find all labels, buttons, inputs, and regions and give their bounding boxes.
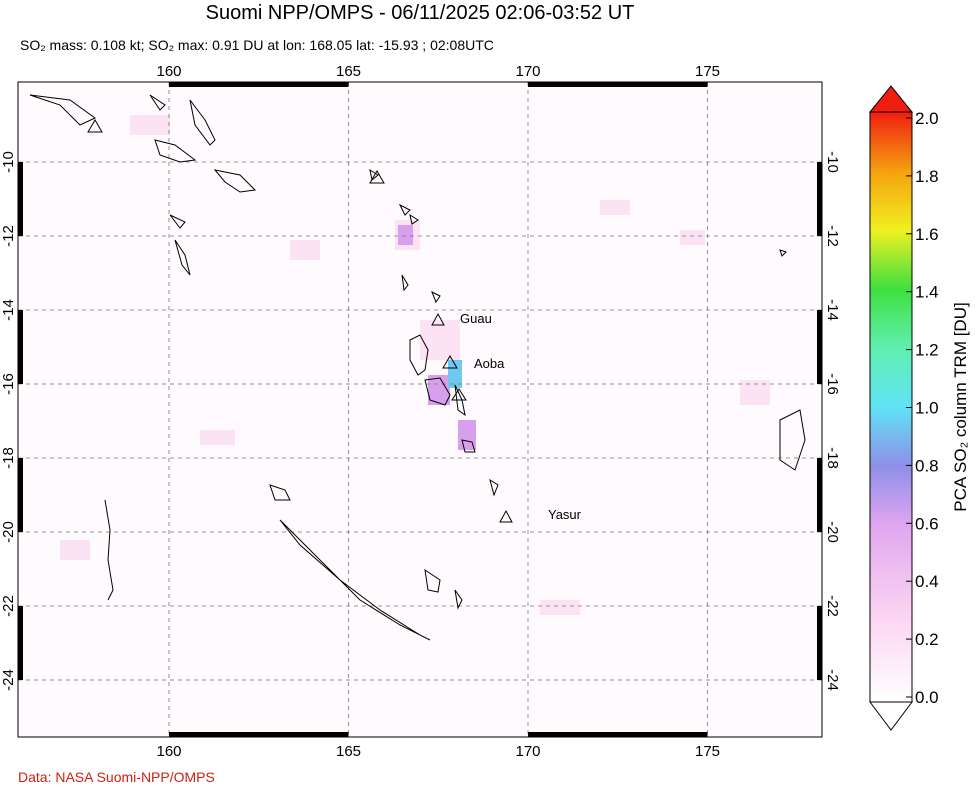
colorbar-label: PCA SO₂ column TRM [DU] <box>951 302 970 511</box>
lat-label: -18 <box>0 447 17 469</box>
lat-label: -10 <box>824 151 841 173</box>
lat-label: -12 <box>0 225 17 247</box>
frame-bar <box>817 606 822 680</box>
so2-patches <box>60 115 770 615</box>
lat-label: -24 <box>0 669 17 691</box>
volcano-label: Aoba <box>474 356 505 371</box>
colorbar-tick-label: 2.0 <box>915 109 939 128</box>
colorbar-tick-label: 1.0 <box>915 399 939 418</box>
frame-bar <box>817 310 822 384</box>
lon-label: 175 <box>695 743 720 760</box>
colorbar-tick-label: 1.2 <box>915 341 939 360</box>
colorbar-tick-label: 0.2 <box>915 630 939 649</box>
lon-label: 175 <box>695 63 720 80</box>
colorbar-tick-label: 0.6 <box>915 514 939 533</box>
lat-label: -18 <box>824 447 841 469</box>
colorbar-tick-label: 0.4 <box>915 572 939 591</box>
frame-bar <box>18 162 23 236</box>
subtitle: SO₂ mass: 0.108 kt; SO₂ max: 0.91 DU at … <box>20 37 494 53</box>
lon-label: 160 <box>156 743 181 760</box>
lat-label: -12 <box>824 225 841 247</box>
volcano-label: Yasur <box>548 507 582 522</box>
colorbar-ticks: 0.0 0.2 0.4 0.6 0.8 1.0 1.2 1.4 1.6 1.8 2.0 <box>906 109 939 707</box>
lat-label: -24 <box>824 669 841 691</box>
map-background <box>18 82 822 737</box>
lat-label: -20 <box>824 521 841 543</box>
lat-label: -14 <box>0 299 17 321</box>
lon-label: 165 <box>336 743 361 760</box>
colorbar-max-arrow <box>868 85 914 113</box>
colorbar: PCA SO₂ column TRM [DU] 0.0 0.2 0.4 0.6 0.8 1… <box>868 85 970 731</box>
frame-bars <box>18 82 822 737</box>
lat-label: -14 <box>824 299 841 321</box>
lon-label: 170 <box>515 63 540 80</box>
title: Suomi NPP/OMPS - 06/11/2025 02:06-03:52 … <box>206 2 635 24</box>
lon-label: 160 <box>156 63 181 80</box>
map-frame <box>17 81 823 738</box>
credit: Data: NASA Suomi-NPP/OMPS <box>18 769 215 785</box>
colorbar-tick-label: 1.8 <box>915 167 939 186</box>
lat-label: -22 <box>824 595 841 617</box>
lat-label: -22 <box>0 595 17 617</box>
colorbar-tick-label: 1.6 <box>915 225 939 244</box>
frame-bar <box>817 458 822 532</box>
frame-bar <box>18 310 23 384</box>
coastlines <box>29 94 806 641</box>
lon-label: 165 <box>336 63 361 80</box>
map: Guau Aoba Yasur <box>17 81 823 738</box>
colorbar-min-arrow <box>869 701 913 731</box>
lat-label: -10 <box>0 151 17 173</box>
frame-bar <box>817 162 822 236</box>
frame-bar <box>18 458 23 532</box>
lon-label: 170 <box>515 743 540 760</box>
colorbar-bar <box>869 111 913 703</box>
lat-label: -20 <box>0 521 17 543</box>
colorbar-tick-label: 1.4 <box>915 283 939 302</box>
volcano-label: Guau <box>460 311 492 326</box>
volcano-markers <box>87 119 513 523</box>
colorbar-tick-label: 0.0 <box>915 688 939 707</box>
frame-bar <box>169 82 349 87</box>
frame-bar <box>528 82 708 87</box>
colorbar-tick-label: 0.8 <box>915 456 939 475</box>
frame-bar <box>528 732 708 737</box>
lat-label: -16 <box>0 373 17 395</box>
so2-max-patch <box>448 360 462 388</box>
frame-bar <box>169 732 349 737</box>
grid <box>18 82 822 737</box>
lat-label: -16 <box>824 373 841 395</box>
frame-bar <box>18 606 23 680</box>
